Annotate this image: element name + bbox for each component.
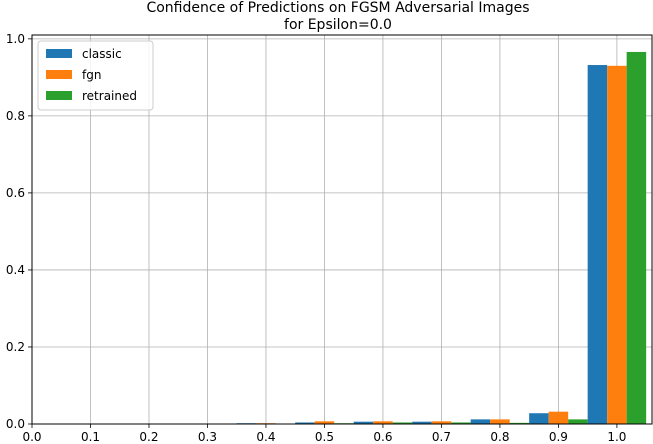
- legend-swatch-fgn: [46, 70, 72, 79]
- y-tick-label: 1.0: [6, 32, 25, 46]
- legend-label-classic: classic: [82, 47, 122, 61]
- bar-fgn-0.7: [431, 421, 452, 424]
- x-tick-label: 1.0: [607, 430, 626, 444]
- bar-classic-1.0: [587, 65, 608, 424]
- bar-fgn-0.9: [548, 411, 569, 424]
- y-tick-label: 0.2: [6, 340, 25, 354]
- x-tick-label: 0.9: [549, 430, 568, 444]
- x-tick-label: 0.5: [315, 430, 334, 444]
- y-tick-label: 0.6: [6, 186, 25, 200]
- x-tick-label: 0.4: [256, 430, 275, 444]
- x-tick-label: 0.7: [432, 430, 451, 444]
- bar-retrained-0.6: [392, 422, 413, 424]
- plot-frame: [31, 34, 653, 425]
- bar-fgn-0.6: [373, 421, 393, 424]
- x-tick-label: 0.6: [373, 430, 392, 444]
- x-tick-label: 0.1: [81, 430, 100, 444]
- bar-classic-0.5: [295, 422, 315, 424]
- legend-swatch-retrained: [46, 91, 72, 100]
- x-tick-label: 0.3: [198, 430, 217, 444]
- legend: classic fgn retrained: [37, 40, 154, 111]
- bar-retrained-1.0: [626, 51, 647, 424]
- y-tick-label: 0.8: [6, 109, 25, 123]
- bar-retrained-0.7: [451, 422, 471, 424]
- chart-subtitle: for Epsilon=0.0: [284, 17, 392, 33]
- bar-retrained-0.9: [568, 419, 588, 424]
- x-tick-label: 0.0: [22, 430, 41, 444]
- chart-title: Confidence of Predictions on FGSM Advers…: [146, 0, 529, 16]
- bars: [236, 51, 647, 424]
- bar-retrained-0.8: [509, 422, 530, 424]
- y-tick-label: 0.4: [6, 263, 25, 277]
- bar-classic-0.7: [412, 421, 432, 424]
- bar-classic-0.6: [353, 421, 374, 424]
- axis-ticks: 0.0 0.1 0.2 0.3 0.4 0.5 0.6 0.7 0.8 0.9 1.0 0.0 0.2 0…: [6, 32, 627, 444]
- bar-classic-0.9: [529, 413, 549, 424]
- bar-classic-0.8: [470, 419, 491, 424]
- bar-fgn-1.0: [607, 65, 627, 424]
- legend-label-fgn: fgn: [82, 68, 101, 82]
- legend-label-retrained: retrained: [82, 89, 137, 103]
- legend-swatch-classic: [46, 49, 72, 58]
- x-tick-label: 0.2: [139, 430, 158, 444]
- y-tick-label: 0.0: [6, 417, 25, 431]
- bar-fgn-0.8: [490, 419, 510, 424]
- x-tick-label: 0.8: [490, 430, 509, 444]
- bar-fgn-0.5: [314, 421, 335, 424]
